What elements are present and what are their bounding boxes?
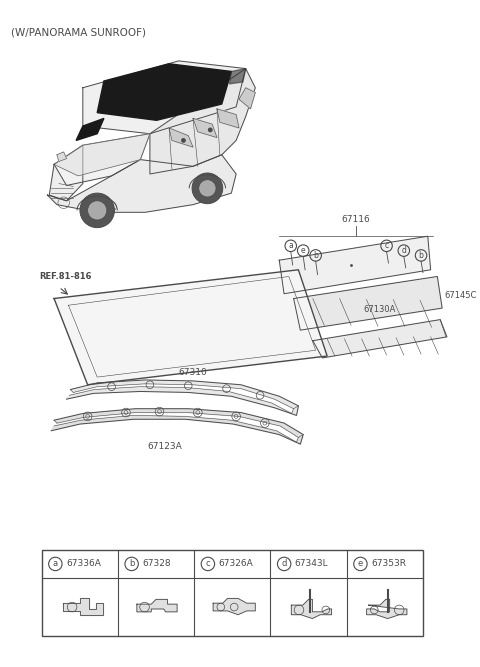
Polygon shape — [48, 155, 236, 212]
Text: 67130A: 67130A — [364, 305, 396, 314]
Polygon shape — [239, 88, 255, 109]
Text: d: d — [281, 560, 287, 568]
Text: b: b — [313, 251, 318, 260]
Polygon shape — [97, 64, 231, 120]
Text: 67353R: 67353R — [371, 560, 406, 568]
Polygon shape — [367, 600, 407, 618]
Text: (W/PANORAMA SUNROOF): (W/PANORAMA SUNROOF) — [11, 27, 146, 37]
Polygon shape — [67, 380, 299, 416]
Text: a: a — [53, 560, 58, 568]
Text: b: b — [129, 560, 134, 568]
Circle shape — [88, 201, 107, 220]
Text: 67326A: 67326A — [218, 560, 253, 568]
Polygon shape — [193, 119, 217, 137]
Polygon shape — [217, 109, 239, 128]
Text: c: c — [384, 241, 389, 250]
Circle shape — [80, 193, 114, 227]
Text: e: e — [358, 560, 363, 568]
Polygon shape — [294, 277, 442, 330]
Polygon shape — [137, 600, 177, 612]
Polygon shape — [150, 69, 255, 174]
Text: 67343L: 67343L — [295, 560, 328, 568]
Polygon shape — [62, 598, 103, 615]
Text: a: a — [288, 241, 293, 250]
Polygon shape — [49, 145, 83, 201]
Circle shape — [181, 138, 186, 143]
Polygon shape — [213, 598, 255, 615]
Polygon shape — [54, 133, 150, 185]
Polygon shape — [229, 69, 246, 84]
Text: REF.81-816: REF.81-816 — [40, 272, 92, 281]
Polygon shape — [291, 600, 332, 618]
Polygon shape — [279, 236, 431, 293]
Polygon shape — [54, 269, 327, 385]
Polygon shape — [76, 119, 104, 141]
Circle shape — [192, 173, 223, 203]
Text: c: c — [205, 560, 210, 568]
Text: 67310: 67310 — [179, 368, 207, 377]
Polygon shape — [54, 133, 150, 176]
Text: 67116: 67116 — [342, 215, 370, 224]
Polygon shape — [57, 152, 67, 161]
Text: 67145C: 67145C — [444, 291, 477, 300]
Text: e: e — [301, 246, 305, 255]
Text: b: b — [419, 251, 423, 260]
Bar — [42, 550, 423, 636]
Polygon shape — [169, 128, 193, 147]
Text: 67336A: 67336A — [66, 560, 101, 568]
Text: 67123A: 67123A — [147, 442, 181, 452]
Polygon shape — [51, 409, 303, 444]
Text: d: d — [401, 246, 406, 255]
Circle shape — [199, 179, 216, 197]
Polygon shape — [83, 61, 246, 133]
Circle shape — [208, 127, 213, 132]
Polygon shape — [313, 319, 447, 358]
Text: 67328: 67328 — [142, 560, 171, 568]
